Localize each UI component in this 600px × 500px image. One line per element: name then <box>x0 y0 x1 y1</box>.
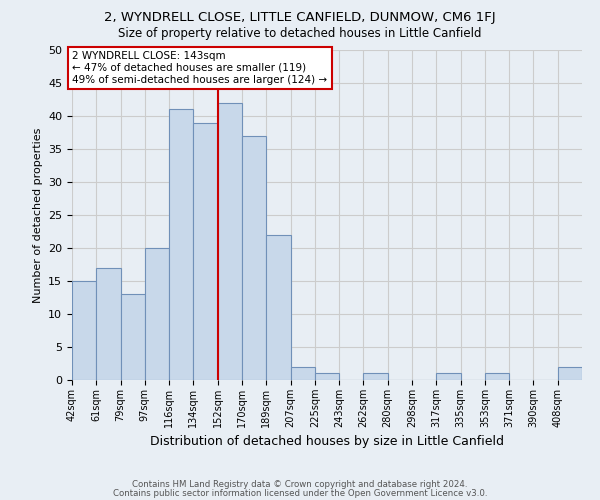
Bar <box>242 136 266 380</box>
Bar <box>121 294 145 380</box>
Bar <box>364 374 388 380</box>
Bar <box>315 374 339 380</box>
Bar <box>145 248 169 380</box>
Bar <box>169 110 193 380</box>
Text: 2, WYNDRELL CLOSE, LITTLE CANFIELD, DUNMOW, CM6 1FJ: 2, WYNDRELL CLOSE, LITTLE CANFIELD, DUNM… <box>104 11 496 24</box>
Text: Contains HM Land Registry data © Crown copyright and database right 2024.: Contains HM Land Registry data © Crown c… <box>132 480 468 489</box>
Text: Size of property relative to detached houses in Little Canfield: Size of property relative to detached ho… <box>118 28 482 40</box>
Y-axis label: Number of detached properties: Number of detached properties <box>32 128 43 302</box>
Bar <box>266 235 290 380</box>
Bar <box>558 367 582 380</box>
Text: Contains public sector information licensed under the Open Government Licence v3: Contains public sector information licen… <box>113 490 487 498</box>
Bar <box>290 367 315 380</box>
X-axis label: Distribution of detached houses by size in Little Canfield: Distribution of detached houses by size … <box>150 436 504 448</box>
Bar <box>193 122 218 380</box>
Text: 2 WYNDRELL CLOSE: 143sqm
← 47% of detached houses are smaller (119)
49% of semi-: 2 WYNDRELL CLOSE: 143sqm ← 47% of detach… <box>73 52 328 84</box>
Bar <box>218 103 242 380</box>
Bar <box>72 281 96 380</box>
Bar <box>485 374 509 380</box>
Bar <box>436 374 461 380</box>
Bar <box>96 268 121 380</box>
